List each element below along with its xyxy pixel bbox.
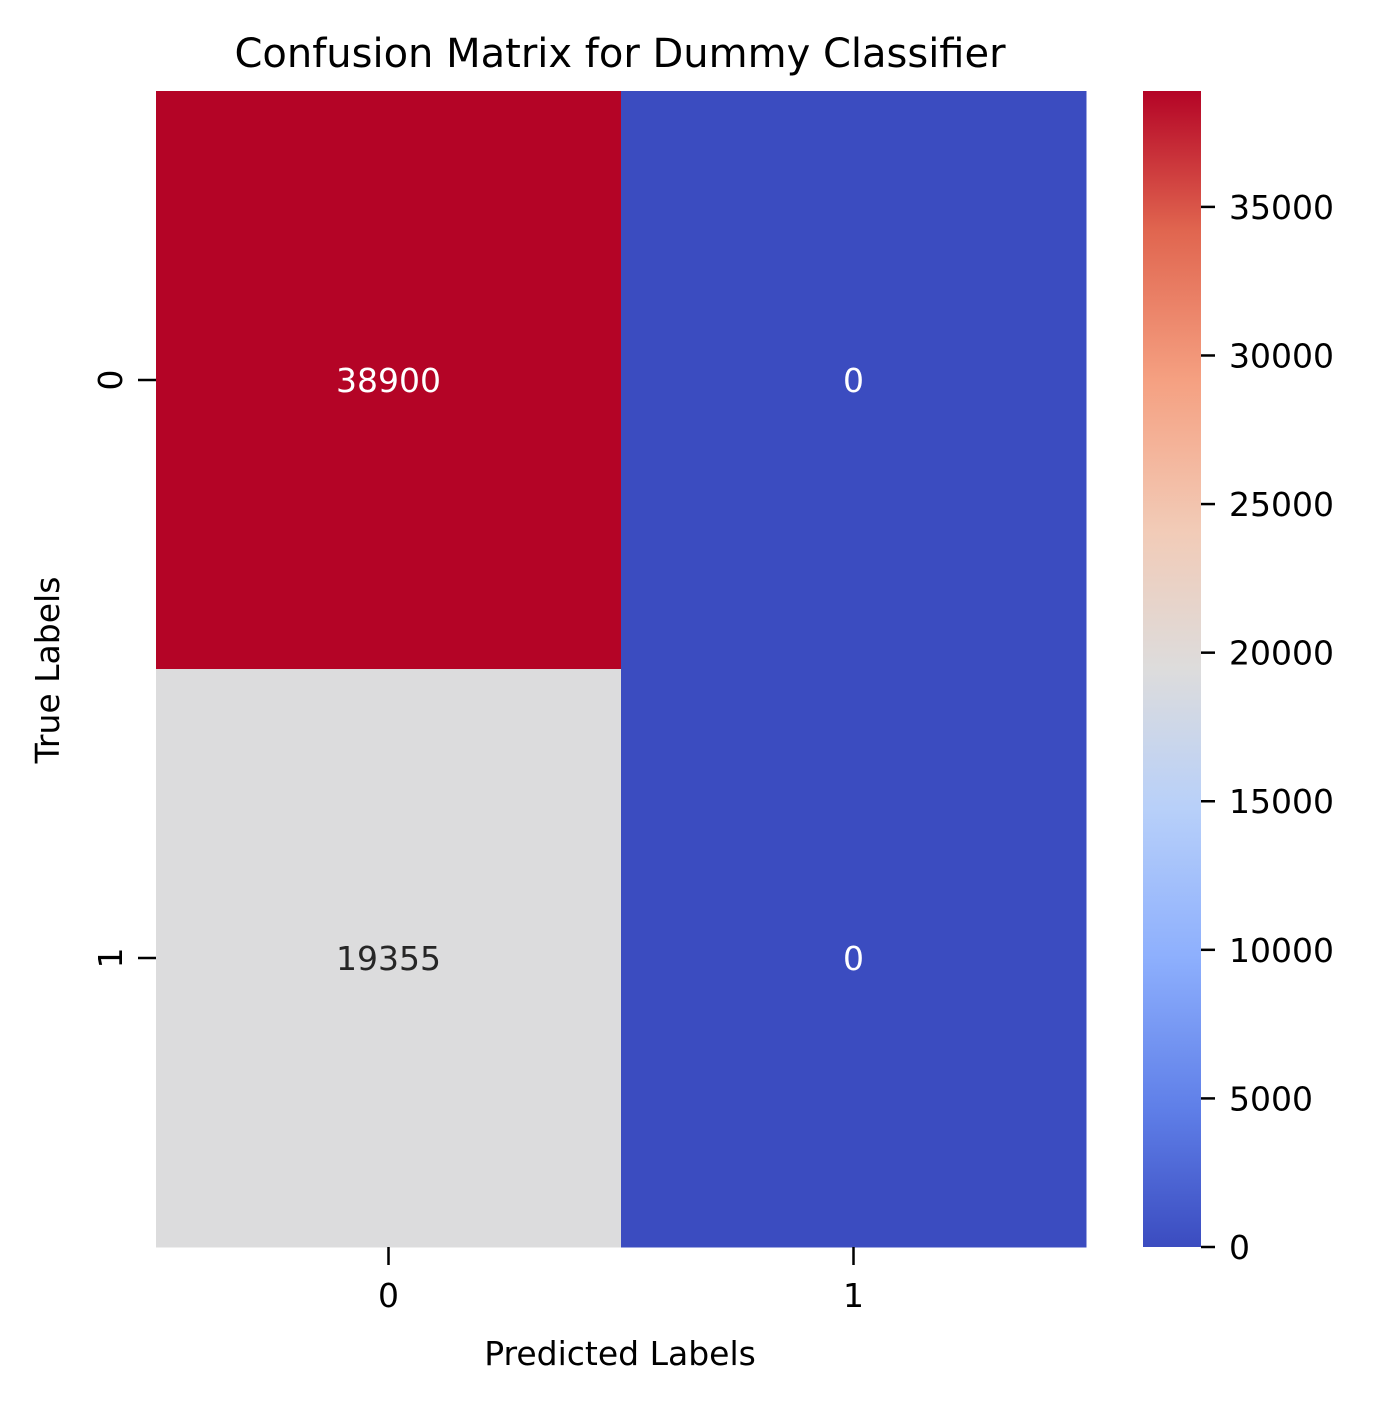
colorbar-tick-label-3: 15000 [1229,782,1334,821]
cell-annotation-0-0: 38900 [336,361,441,400]
colorbar-tick-label-5: 25000 [1229,485,1334,524]
colorbar-ticks: 0 5000 10000 15000 20000 25000 30000 35000 [1201,188,1334,1267]
cell-annotation-1-1: 0 [843,939,864,978]
colorbar [1143,91,1201,1247]
cell-annotation-0-1: 0 [843,361,864,400]
heatmap-cell-0-0 [156,91,622,670]
x-tick-label-1: 1 [843,1276,864,1315]
y-tick-label-1: 1 [91,948,130,969]
colorbar-tick-label-0: 0 [1229,1228,1250,1267]
y-axis-label: True Labels [28,577,67,765]
y-axis-ticks: 01 [91,370,156,969]
colorbar-tick-label-1: 5000 [1229,1079,1313,1118]
cell-annotation-1-0: 19355 [336,939,441,978]
colorbar-tick-label-2: 10000 [1229,931,1334,970]
heatmap-cell-1-0 [156,669,622,1248]
x-axis-label: Predicted Labels [484,1334,756,1373]
y-tick-label-0: 0 [91,370,130,391]
colorbar-tick-label-6: 30000 [1229,336,1334,375]
colorbar-tick-label-4: 20000 [1229,634,1334,673]
chart-title: Confusion Matrix for Dummy Classifier [234,31,1006,77]
heatmap-cell-1-1 [621,669,1087,1248]
heatmap-cells: 38900 0 19355 0 [156,91,1087,1248]
x-tick-label-0: 0 [378,1276,399,1315]
heatmap-cell-0-1 [621,91,1087,670]
colorbar-tick-label-7: 35000 [1229,188,1334,227]
